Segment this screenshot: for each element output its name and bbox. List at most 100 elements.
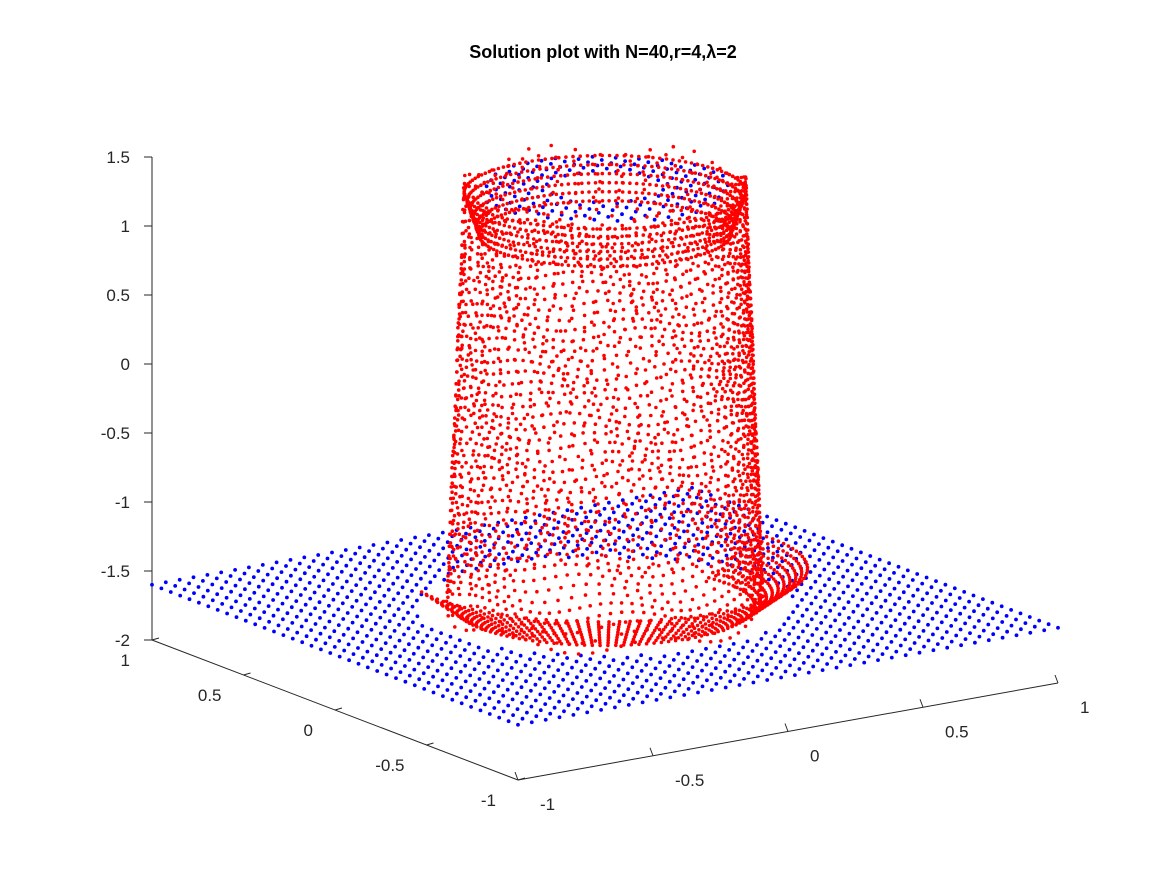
red-point — [723, 262, 727, 267]
red-point — [612, 329, 617, 334]
red-point — [533, 316, 538, 321]
blue-point — [607, 500, 611, 505]
red-point — [530, 159, 534, 163]
red-point — [726, 254, 731, 259]
red-point — [659, 233, 664, 238]
blue-point — [579, 669, 584, 674]
blue-point — [523, 663, 528, 668]
red-point — [743, 467, 747, 472]
red-point — [474, 359, 479, 363]
red-point — [563, 259, 568, 264]
red-point — [643, 368, 648, 372]
blue-point — [385, 540, 390, 545]
red-point — [723, 415, 727, 419]
red-point — [607, 520, 612, 524]
blue-point — [598, 692, 603, 696]
red-point — [499, 452, 504, 457]
red-point — [618, 291, 622, 295]
red-point — [585, 289, 589, 294]
red-point — [523, 590, 528, 594]
red-point — [696, 344, 700, 349]
blue-point — [541, 205, 545, 210]
blue-point — [589, 525, 593, 529]
blue-point — [610, 208, 615, 213]
blue-point — [717, 644, 722, 649]
blue-point — [307, 565, 312, 569]
red-point — [746, 425, 751, 429]
blue-point — [814, 611, 819, 616]
red-point — [664, 635, 668, 639]
red-point — [729, 412, 734, 417]
red-point — [469, 267, 473, 271]
blue-point — [606, 215, 611, 219]
blue-point — [330, 550, 334, 555]
red-point — [637, 535, 641, 539]
red-point — [611, 395, 616, 400]
red-point — [746, 475, 750, 480]
red-point — [715, 351, 719, 356]
blue-point — [626, 687, 631, 692]
red-point — [614, 481, 619, 486]
red-point — [647, 403, 652, 407]
red-point — [705, 391, 710, 396]
red-point — [676, 323, 680, 327]
red-point — [597, 633, 602, 637]
red-point — [625, 353, 629, 358]
red-point — [580, 466, 584, 470]
red-point — [546, 530, 550, 535]
red-point — [594, 299, 598, 304]
blue-point — [801, 661, 806, 665]
red-point — [481, 264, 486, 269]
blue-point — [316, 568, 321, 573]
blue-point — [373, 590, 377, 595]
red-point — [718, 300, 722, 305]
red-point — [636, 582, 640, 586]
red-point — [480, 353, 485, 358]
blue-point — [822, 567, 827, 572]
blue-point — [580, 553, 585, 557]
blue-point — [880, 636, 884, 641]
red-point — [542, 371, 546, 375]
blue-point — [518, 653, 523, 658]
red-point — [480, 313, 484, 318]
red-point — [741, 463, 746, 467]
red-point — [467, 592, 472, 597]
blue-point — [879, 604, 883, 609]
red-point — [483, 476, 488, 480]
blue-point — [511, 549, 515, 554]
blue-point — [943, 582, 948, 587]
red-point — [745, 235, 750, 239]
red-point — [670, 608, 674, 612]
blue-point — [945, 645, 950, 650]
red-point — [457, 460, 461, 465]
red-point — [683, 616, 687, 621]
blue-point — [847, 647, 852, 652]
red-point — [670, 240, 675, 245]
red-point — [668, 209, 672, 213]
red-point — [563, 521, 567, 526]
blue-point — [573, 209, 578, 214]
red-point — [769, 574, 774, 579]
blue-point — [326, 588, 331, 592]
red-point — [731, 421, 736, 425]
blue-point — [368, 580, 372, 585]
red-point — [484, 421, 489, 425]
blue-point — [779, 675, 783, 680]
red-point — [568, 627, 572, 631]
red-point — [544, 618, 548, 622]
blue-point — [662, 506, 667, 511]
red-point — [500, 474, 505, 478]
red-point — [663, 625, 668, 629]
red-point — [521, 635, 525, 639]
red-point — [600, 223, 604, 227]
red-point — [641, 170, 645, 174]
red-point — [599, 272, 603, 277]
red-point — [744, 548, 749, 552]
red-point — [743, 515, 747, 519]
red-point — [701, 617, 706, 622]
red-point — [489, 511, 494, 516]
red-point — [648, 583, 652, 588]
blue-point — [423, 570, 428, 575]
red-point — [638, 394, 643, 398]
red-point — [685, 424, 689, 428]
